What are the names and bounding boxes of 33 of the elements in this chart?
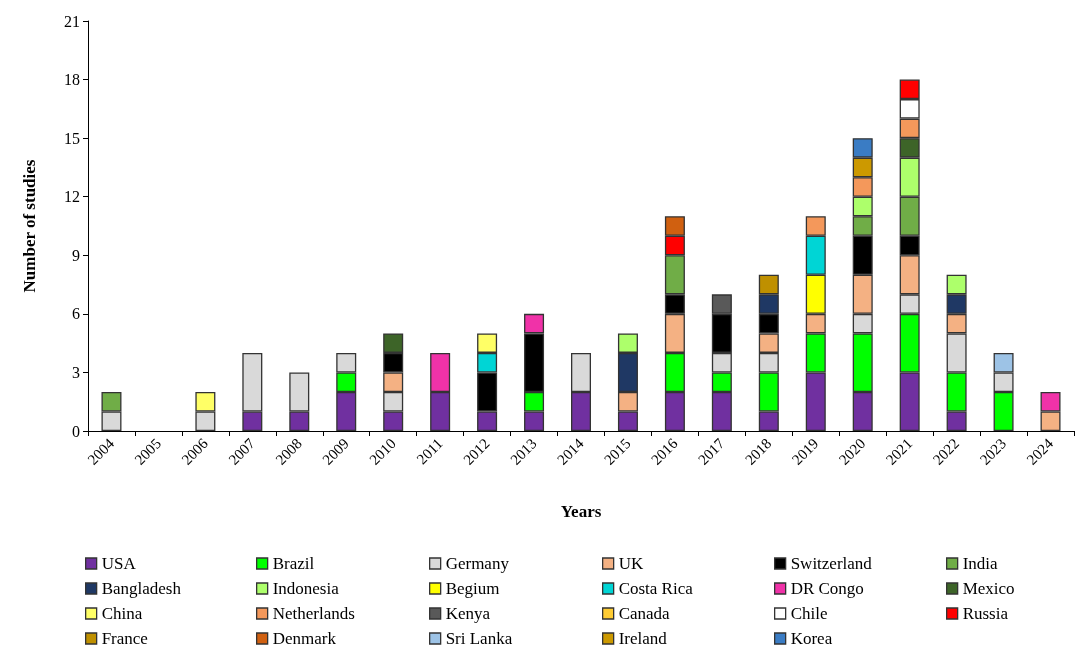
x-axis-title: Years xyxy=(560,502,602,521)
legend-label: Germany xyxy=(445,554,510,573)
y-tick-label: 6 xyxy=(72,305,80,323)
legend-label: Mexico xyxy=(962,579,1015,598)
y-tick-label: 0 xyxy=(72,422,80,440)
legend-label: UK xyxy=(618,554,644,573)
legend-label: Costa Rica xyxy=(618,579,694,598)
legend-label: Switzerland xyxy=(790,554,873,573)
legend-label: Kenya xyxy=(445,604,491,623)
y-tick-label: 12 xyxy=(64,188,80,206)
legend-label: Chile xyxy=(790,604,828,623)
legend-label: Canada xyxy=(618,604,671,623)
y-tick-label: 15 xyxy=(64,129,80,147)
legend-label: Denmark xyxy=(272,629,337,648)
y-tick-label: 3 xyxy=(72,363,80,381)
legend-label: France xyxy=(101,629,148,648)
y-axis-title: Number of studies xyxy=(20,159,39,293)
y-tick-label: 9 xyxy=(72,246,80,264)
legend-label: Netherlands xyxy=(272,604,355,623)
legend-label: Korea xyxy=(790,629,833,648)
legend-label: USA xyxy=(101,554,137,573)
legend-label: China xyxy=(101,604,143,623)
legend-label: Indonesia xyxy=(272,579,340,598)
legend-label: Bangladesh xyxy=(101,579,182,598)
legend-label: Brazil xyxy=(272,554,315,573)
legend-label: Sri Lanka xyxy=(445,629,513,648)
legend-label: Ireland xyxy=(618,629,668,648)
legend-label: India xyxy=(962,554,999,573)
legend-label: Begium xyxy=(445,579,500,598)
y-tick-label: 18 xyxy=(64,71,80,89)
legend-label: Russia xyxy=(962,604,1009,623)
legend-label: DR Congo xyxy=(790,579,864,598)
y-tick-label: 21 xyxy=(64,12,80,30)
